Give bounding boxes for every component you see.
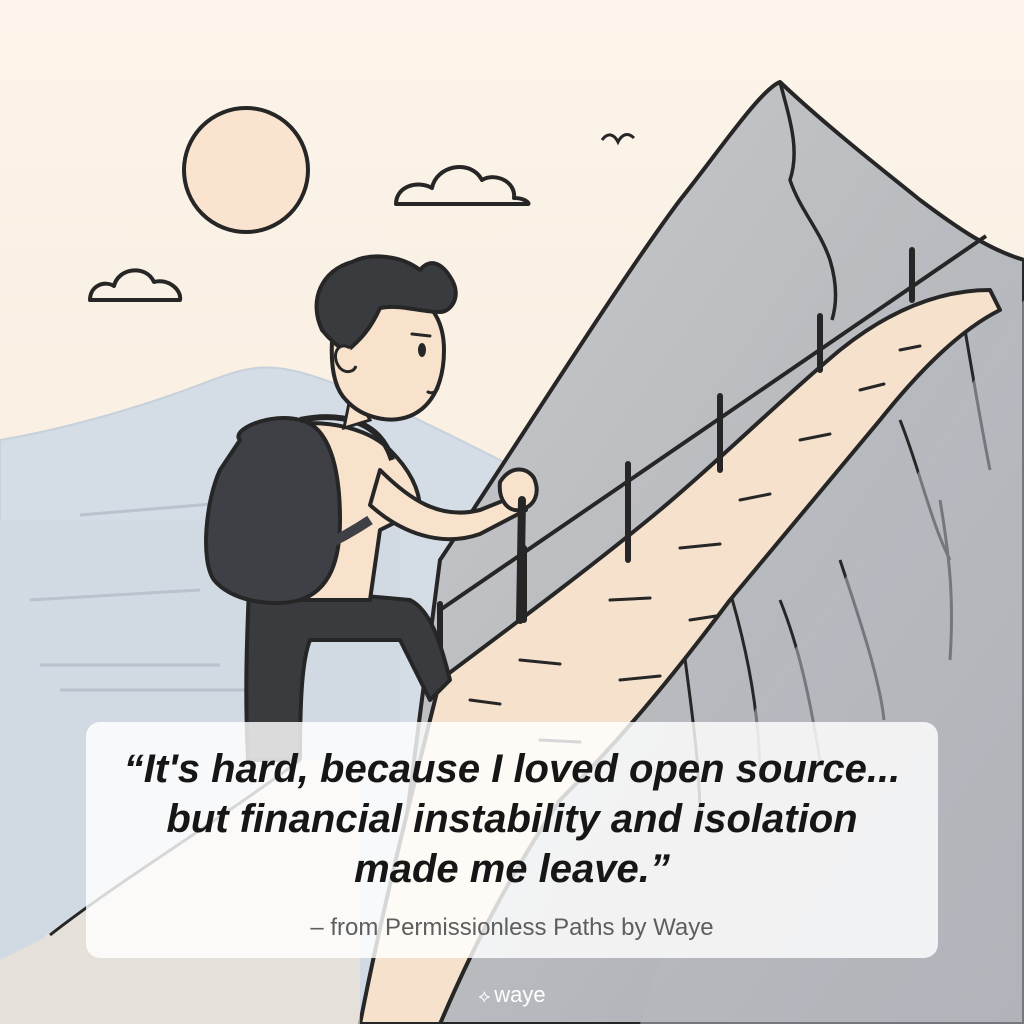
hair bbox=[314, 254, 458, 354]
backpack-chest-strap bbox=[254, 515, 373, 575]
quote-line-1: “It's hard, because I loved open source.… bbox=[123, 747, 901, 791]
bird bbox=[600, 133, 636, 146]
trekking-pole bbox=[516, 496, 526, 624]
quote-card: “It's hard, because I loved open source.… bbox=[86, 722, 938, 958]
railing-rope bbox=[438, 234, 988, 612]
hiker bbox=[204, 254, 539, 762]
brand-name: waye bbox=[494, 982, 546, 1007]
diamond-logo-icon: ⟡ bbox=[478, 986, 491, 1006]
mountain-ridge bbox=[778, 81, 838, 321]
sun bbox=[182, 106, 310, 234]
quote-line-3: made me leave.” bbox=[354, 847, 670, 891]
cloud-right bbox=[394, 164, 531, 206]
cloud-left bbox=[88, 268, 183, 302]
quote-line-2: but financial instability and isolation bbox=[166, 797, 858, 841]
quote-attribution: – from Permissionless Paths by Waye bbox=[310, 914, 714, 941]
eye bbox=[418, 343, 426, 357]
brand-footer: ⟡ waye bbox=[0, 982, 1024, 1008]
water-lines bbox=[29, 498, 261, 692]
